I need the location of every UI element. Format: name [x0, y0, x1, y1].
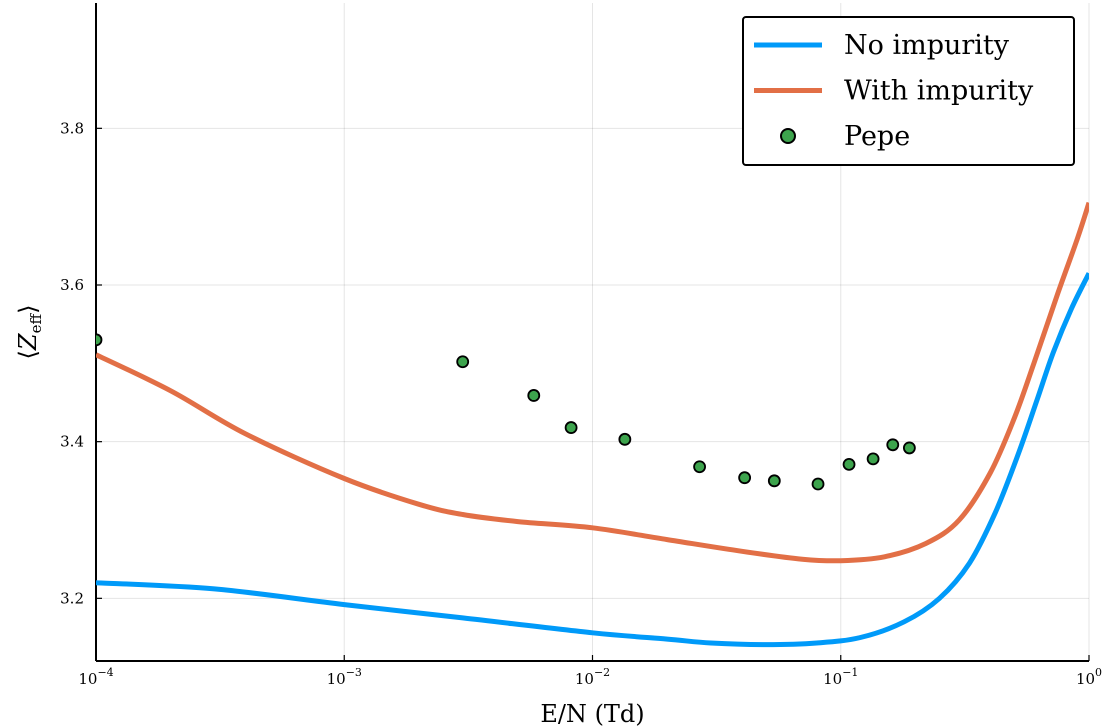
- data-point: [866, 452, 880, 466]
- data-point: [842, 457, 856, 471]
- data-point: [886, 438, 900, 452]
- x-tick-label: 10−2: [575, 666, 610, 688]
- x-tick-label: 10−1: [823, 666, 858, 688]
- y-tick-label: 3.2: [60, 589, 84, 607]
- data-point: [738, 471, 752, 485]
- data-point: [767, 474, 781, 488]
- data-point: [564, 421, 578, 434]
- data-point: [527, 389, 541, 402]
- x-tick-label: 100: [1076, 666, 1102, 688]
- ticks: 10−4 10−3 10−2 10−1 100 3.2 3.4 3.6 3.8: [60, 119, 1102, 688]
- legend-label: Pepe: [844, 121, 910, 152]
- y-tick-label: 3.8: [60, 119, 84, 137]
- legend-box: [742, 16, 1075, 166]
- y-tick-label: 3.4: [60, 433, 84, 451]
- data-point: [96, 333, 103, 347]
- data-point: [618, 432, 632, 446]
- axis-labels: E/N (Td) ⟨Zeff⟩: [14, 305, 645, 727]
- x-axis-label: E/N (Td): [540, 700, 644, 727]
- series-line-2: [96, 201, 1089, 564]
- plot-area: [96, 201, 1089, 648]
- x-tick-label: 10−4: [78, 666, 113, 688]
- series-line-1: [96, 272, 1089, 648]
- data-point: [693, 460, 706, 474]
- legend: No impurity With impurity Pepe: [742, 16, 1075, 166]
- data-point: [811, 477, 825, 491]
- legend-swatch-marker: [780, 128, 796, 144]
- x-tick-label: 10−3: [327, 666, 362, 688]
- data-point: [456, 355, 470, 369]
- legend-label: No impurity: [844, 30, 1010, 61]
- y-axis-label: ⟨Zeff⟩: [14, 305, 45, 360]
- y-tick-label: 3.6: [60, 276, 84, 294]
- legend-label: With impurity: [844, 76, 1034, 107]
- data-point: [902, 441, 916, 455]
